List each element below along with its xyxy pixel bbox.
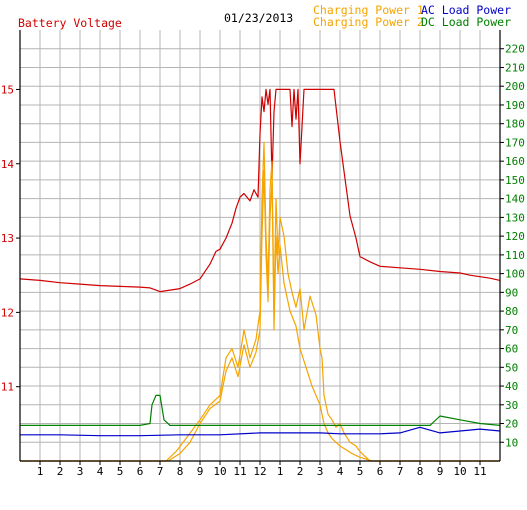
x-tick-label: 7 — [397, 465, 404, 478]
x-tick-label: 11 — [233, 465, 246, 478]
x-tick-label: 10 — [213, 465, 226, 478]
x-tick-label: 7 — [157, 465, 164, 478]
x-tick-label: 1 — [277, 465, 284, 478]
grid — [20, 30, 500, 461]
battery-voltage-title: Battery Voltage — [18, 16, 122, 30]
series — [19, 88, 501, 462]
x-tick-label: 2 — [57, 465, 64, 478]
x-tick-label: 8 — [417, 465, 424, 478]
right-tick-label: 40 — [505, 380, 518, 393]
x-tick-label: 9 — [197, 465, 204, 478]
right-tick-label: 160 — [505, 155, 525, 168]
dc-load-power-line — [20, 394, 501, 426]
right-tick-label: 170 — [505, 136, 525, 149]
x-tick-label: 6 — [377, 465, 384, 478]
right-tick-label: 90 — [505, 286, 518, 299]
x-tick-label: 3 — [77, 465, 84, 478]
left-tick-label: 14 — [1, 158, 15, 171]
left-tick-label: 13 — [1, 232, 14, 245]
right-tick-label: 50 — [505, 361, 518, 374]
x-tick-label: 8 — [177, 465, 184, 478]
ac-load-power-line — [20, 426, 501, 437]
battery-voltage-line — [19, 88, 501, 293]
right-tick-label: 180 — [505, 118, 525, 131]
x-tick-label: 5 — [357, 465, 364, 478]
right-tick-label: 20 — [505, 418, 518, 431]
left-tick-label: 15 — [1, 83, 14, 96]
legend-dc-load-power: DC Load Power — [421, 15, 511, 29]
x-tick-label: 2 — [297, 465, 304, 478]
x-tick-label: 9 — [437, 465, 444, 478]
axes: 1112131415102030405060708090100110120130… — [1, 30, 525, 478]
right-tick-label: 120 — [505, 230, 525, 243]
right-tick-label: 140 — [505, 193, 525, 206]
x-tick-label: 3 — [317, 465, 324, 478]
right-tick-label: 110 — [505, 249, 525, 262]
right-tick-label: 200 — [505, 80, 525, 93]
right-tick-label: 130 — [505, 211, 525, 224]
legend-ac-load-power: AC Load Power — [421, 3, 511, 17]
charging-power-1-line — [20, 141, 500, 462]
x-tick-label: 1 — [37, 465, 44, 478]
right-tick-label: 210 — [505, 61, 525, 74]
right-tick-label: 70 — [505, 324, 518, 337]
left-tick-label: 12 — [1, 306, 14, 319]
right-tick-label: 150 — [505, 174, 525, 187]
x-tick-label: 4 — [337, 465, 344, 478]
right-tick-label: 100 — [505, 268, 525, 281]
right-tick-label: 30 — [505, 399, 518, 412]
x-tick-label: 12 — [253, 465, 266, 478]
x-tick-label: 5 — [117, 465, 124, 478]
chart-date: 01/23/2013 — [224, 11, 293, 25]
right-tick-label: 60 — [505, 343, 518, 356]
x-tick-label: 4 — [97, 465, 104, 478]
x-tick-label: 6 — [137, 465, 144, 478]
right-tick-label: 190 — [505, 99, 525, 112]
x-tick-label: 10 — [453, 465, 466, 478]
right-tick-label: 80 — [505, 305, 518, 318]
legend-charging-power-2: Charging Power 2 — [313, 15, 424, 29]
charging-power-2-line — [20, 169, 500, 462]
x-tick-label: 11 — [473, 465, 486, 478]
legend-charging-power-1: Charging Power 1 — [313, 3, 424, 17]
right-tick-label: 220 — [505, 43, 525, 56]
header: Battery Voltage 01/23/2013 Charging Powe… — [18, 3, 511, 30]
left-tick-label: 11 — [1, 381, 14, 394]
right-tick-label: 10 — [505, 436, 518, 449]
